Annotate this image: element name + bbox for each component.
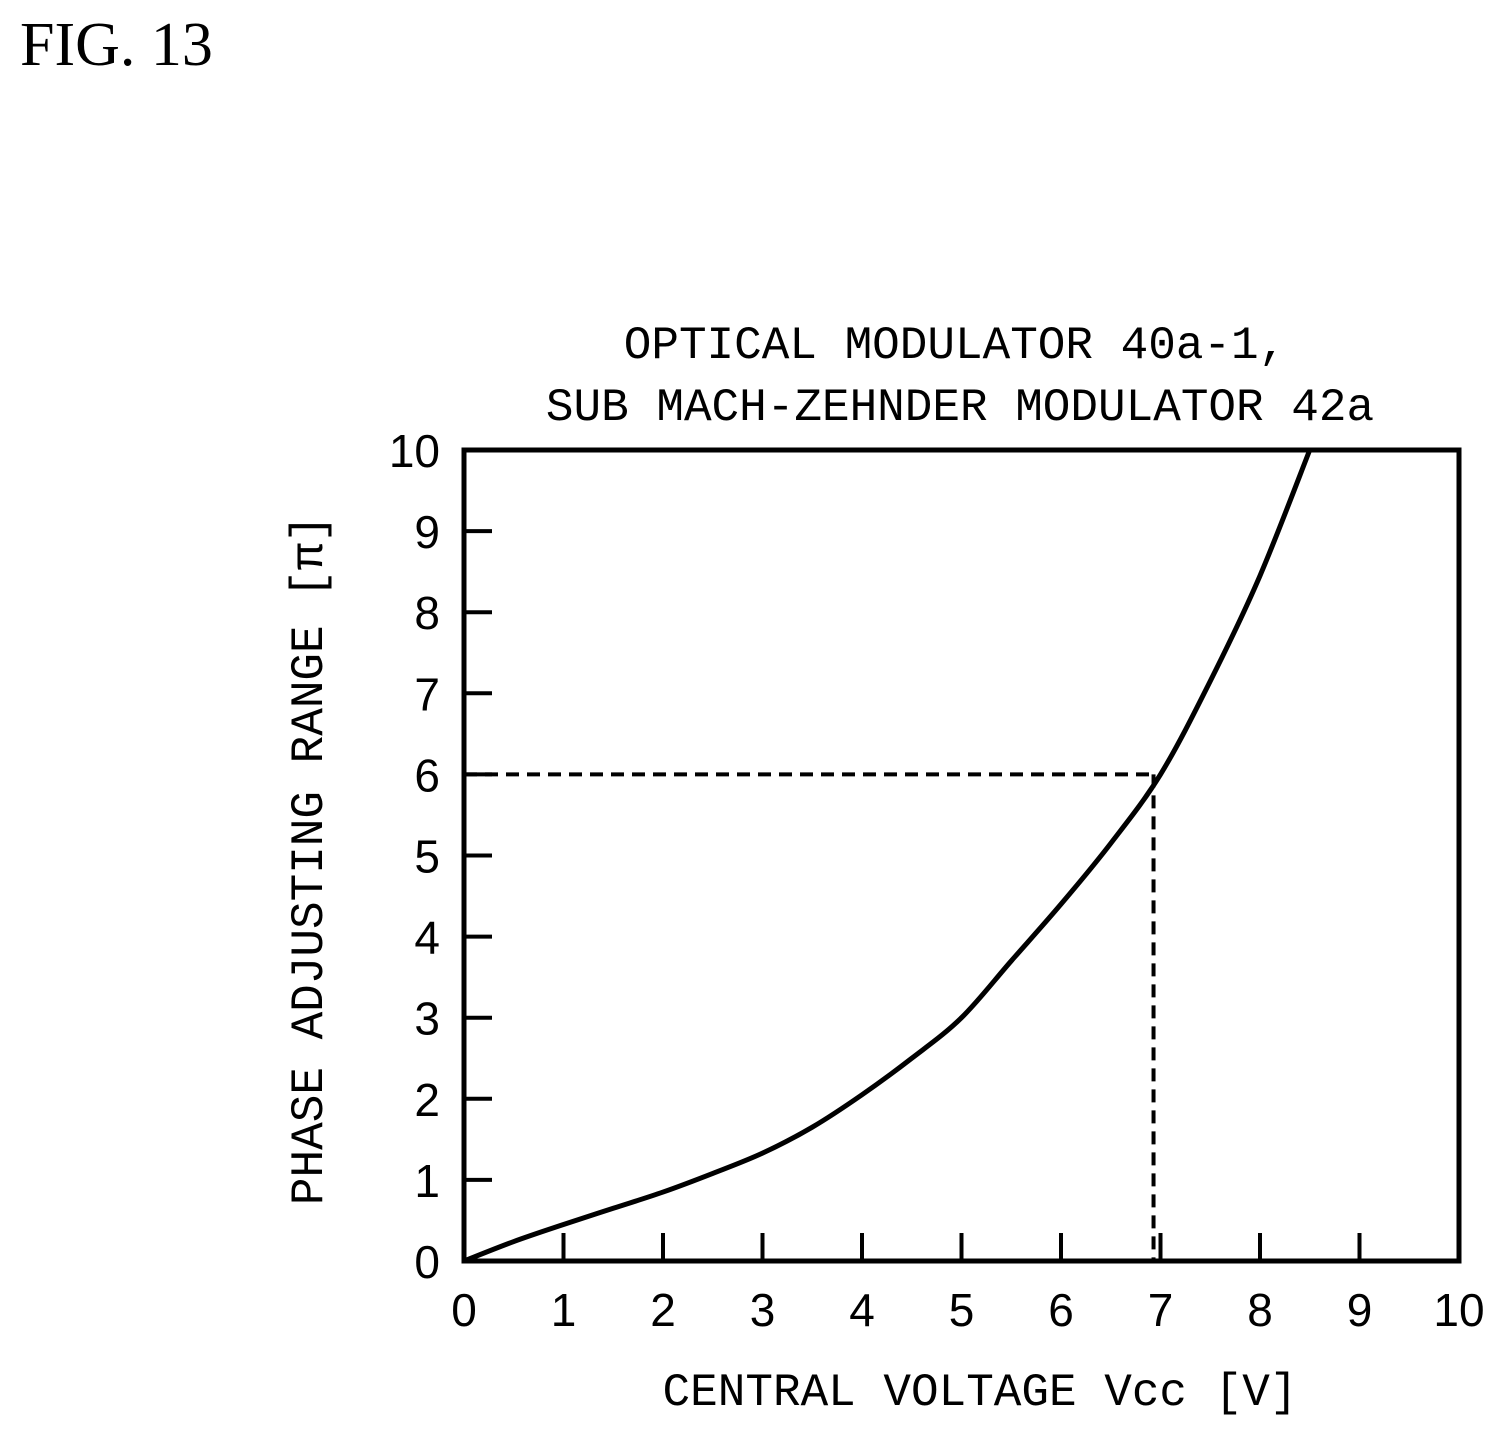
x-tick-label-10: 10 [1433,1284,1484,1336]
x-tick-label-6: 6 [1048,1284,1074,1336]
y-tick-label-2: 2 [414,1074,440,1126]
y-tick-label-10: 10 [389,425,440,477]
x-tick-label-0: 0 [451,1284,477,1336]
y-tick-label-5: 5 [414,831,440,883]
x-tick-label-9: 9 [1347,1284,1373,1336]
y-tick-label-3: 3 [414,993,440,1045]
y-tick-label-9: 9 [414,506,440,558]
x-tick-label-2: 2 [650,1284,676,1336]
x-tick-label-7: 7 [1148,1284,1174,1336]
y-tick-label-4: 4 [414,912,440,964]
figure-label: FIG. 13 [20,11,213,79]
chart-title-line-1: OPTICAL MODULATOR 40a-1, [624,320,1287,372]
tick-labels: 0 1 2 3 4 5 6 7 8 9 10 0 1 2 3 4 5 6 7 8 9 10 [389,425,1485,1336]
x-tick-label-4: 4 [849,1284,875,1336]
plot-frame [461,447,1462,1264]
x-tick-label-1: 1 [551,1284,577,1336]
data-series-line [463,449,1313,1264]
y-tick-label-7: 7 [414,668,440,720]
x-tick-label-8: 8 [1247,1284,1273,1336]
ticks [464,529,1362,1261]
x-tick-label-3: 3 [750,1284,776,1336]
y-tick-label-0: 0 [414,1236,440,1288]
x-axis-label: CENTRAL VOLTAGE Vcc [V] [663,1367,1298,1419]
chart-title-line-2: SUB MACH-ZEHNDER MODULATOR 42a [546,382,1374,434]
x-tick-label-5: 5 [949,1284,975,1336]
y-axis-label: PHASE ADJUSTING RANGE [π] [284,515,336,1205]
y-tick-label-8: 8 [414,587,440,639]
y-tick-label-1: 1 [414,1155,440,1207]
reference-lines [464,772,1156,1261]
y-tick-label-6: 6 [414,749,440,801]
